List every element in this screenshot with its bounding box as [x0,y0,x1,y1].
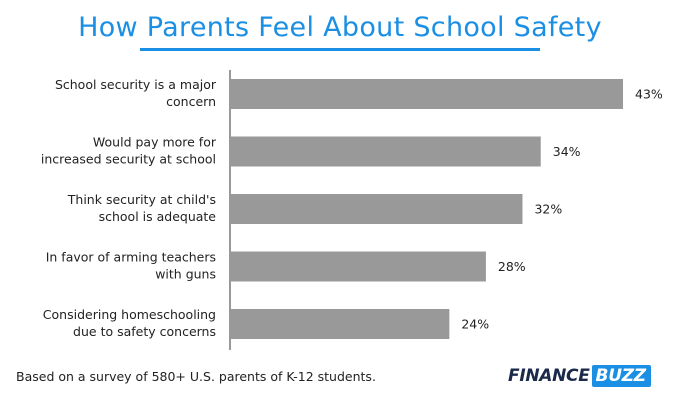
category-label-line: increased security at school [41,152,216,167]
category-label-2: Think security at child's school is adequ… [67,192,217,224]
bar-2 [230,194,523,224]
category-label-line: with guns [155,267,216,282]
category-label-line: In favor of arming teachers [46,250,216,265]
bar-chart: 43% School security is a major concern 34% W… [41,70,663,350]
logo-buzz-text: BUZZ [591,365,651,387]
category-label-line: School security is a major [55,77,217,92]
category-label-line: due to safety concerns [73,324,216,339]
bar-0 [230,79,624,109]
category-label-line: concern [166,94,216,109]
value-label-1: 34% [553,144,581,159]
bar-3 [230,251,486,282]
financebuzz-logo: FINANCE BUZZ [508,365,651,387]
category-label-line: school is adequate [99,209,217,224]
title-underline [140,48,540,51]
logo-finance-text: FINANCE [508,366,590,386]
bars-group: 43% School security is a major concern 34% W… [41,77,663,339]
category-label-line: Think security at child's [67,192,216,207]
chart-title: How Parents Feel About School Safety [78,12,602,43]
bar-1 [230,136,541,167]
category-label-1: Would pay more for increased security at … [41,135,217,167]
category-label-3: In favor of arming teachers with guns [46,250,216,282]
category-label-4: Considering homeschooling due to safety c… [43,307,216,339]
value-label-3: 28% [498,259,526,274]
bar-4 [230,309,450,339]
category-label-line: Considering homeschooling [43,307,216,322]
survey-footnote: Based on a survey of 580+ U.S. parents o… [16,369,376,384]
category-label-0: School security is a major concern [55,77,217,109]
value-label-2: 32% [534,202,562,217]
category-label-line: Would pay more for [93,135,217,150]
value-label-0: 43% [635,87,663,102]
value-label-4: 24% [461,317,489,332]
